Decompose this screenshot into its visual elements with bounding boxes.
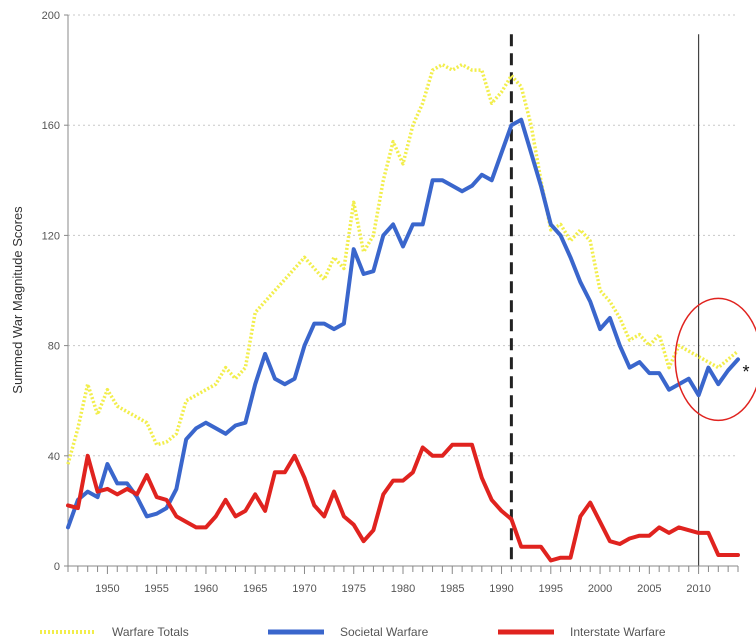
- series-line-warfare-totals: [66, 62, 740, 465]
- x-tick-label: 1965: [243, 583, 267, 595]
- series-lines: [66, 62, 740, 563]
- legend-label: Warfare Totals: [112, 625, 189, 639]
- annotations: [509, 34, 700, 566]
- legend: Warfare Totals Societal Warfare Interstate…: [40, 625, 666, 639]
- x-tick-label: 2005: [637, 583, 661, 595]
- asterisk-marker: *: [742, 362, 749, 382]
- legend-label: Interstate Warfare: [570, 625, 666, 639]
- x-tick-label: 1955: [144, 583, 168, 595]
- axes: 0 40 80 120 160 200 1950 1955 1960 1965 1970 1975 19…: [42, 10, 739, 595]
- x-tick-label: 1975: [341, 583, 365, 595]
- x-tick-label: 1960: [194, 583, 218, 595]
- overlays: *: [674, 297, 756, 422]
- x-tick-label: 1970: [292, 583, 316, 595]
- x-tick-label: 1995: [539, 583, 563, 595]
- x-tick-label: 1985: [440, 583, 464, 595]
- x-tick-label: 1980: [391, 583, 415, 595]
- x-tick-label: 2010: [686, 583, 710, 595]
- x-tick-label: 1990: [489, 583, 513, 595]
- highlight-circle: [674, 297, 756, 422]
- series-line-interstate-warfare: [66, 442, 740, 563]
- y-tick-label: 200: [42, 10, 60, 22]
- legend-label: Societal Warfare: [340, 625, 429, 639]
- gridlines: [68, 14, 738, 457]
- y-axis-title: Summed War Magnitude Scores: [10, 206, 25, 394]
- y-tick-label: 0: [54, 561, 60, 573]
- x-tick-label: 2000: [588, 583, 612, 595]
- series-line-societal-warfare: [66, 117, 740, 530]
- y-tick-label: 80: [48, 341, 60, 353]
- y-tick-label: 120: [42, 230, 60, 242]
- x-tick-label: 1950: [95, 583, 119, 595]
- y-tick-label: 160: [42, 120, 60, 132]
- y-tick-label: 40: [48, 451, 60, 463]
